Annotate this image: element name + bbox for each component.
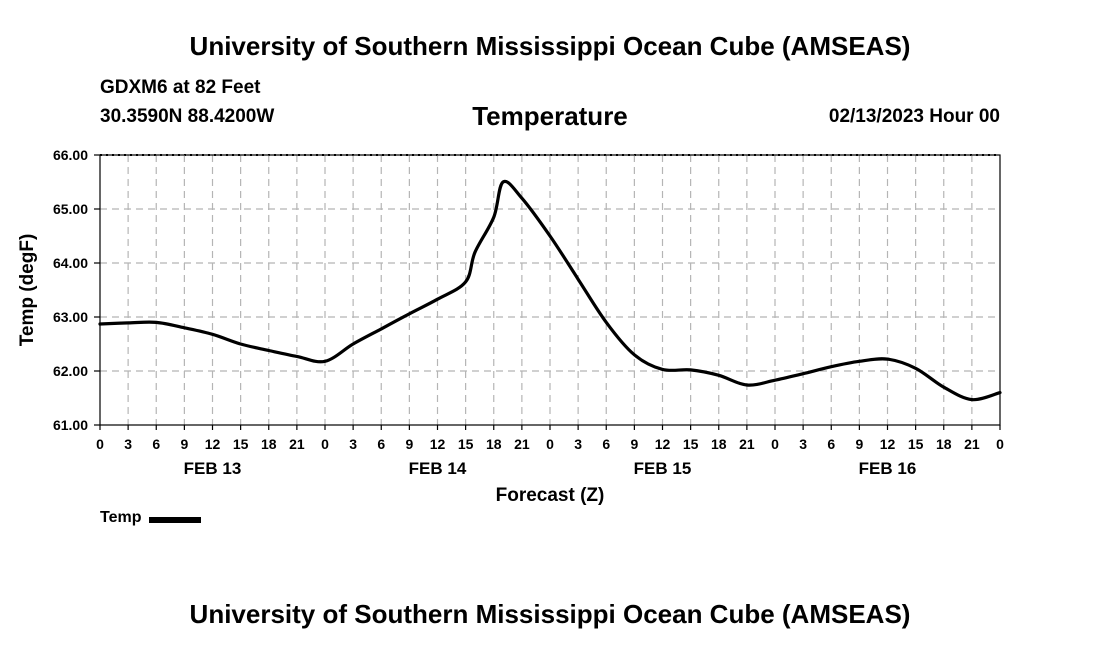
x-tick-label: 9 xyxy=(855,436,863,452)
x-tick-label: 6 xyxy=(827,436,835,452)
chart-top-title: University of Southern Mississippi Ocean… xyxy=(189,31,911,61)
x-tick-label: 21 xyxy=(739,436,755,452)
y-tick-label: 61.00 xyxy=(53,417,88,433)
temp-series-line xyxy=(98,179,1002,402)
x-tick-label: 12 xyxy=(430,436,446,452)
y-tick-label: 65.00 xyxy=(53,201,88,217)
x-tick-label: 0 xyxy=(546,436,554,452)
legend-label: Temp xyxy=(100,509,142,526)
x-tick-label: 21 xyxy=(964,436,980,452)
x-tick-label: 9 xyxy=(180,436,188,452)
x-tick-label: 0 xyxy=(771,436,779,452)
x-tick-label: 3 xyxy=(799,436,807,452)
y-tick-label: 66.00 xyxy=(53,147,88,163)
x-tick-label: 15 xyxy=(683,436,699,452)
variable-title: Temperature xyxy=(472,101,628,131)
y-tick-label: 62.00 xyxy=(53,363,88,379)
x-tick-label: 0 xyxy=(96,436,104,452)
x-tick-label: 18 xyxy=(711,436,727,452)
day-label: FEB 14 xyxy=(409,459,467,478)
x-tick-label: 15 xyxy=(908,436,924,452)
x-tick-label: 18 xyxy=(261,436,277,452)
x-tick-label: 21 xyxy=(514,436,530,452)
x-tick-label: 6 xyxy=(377,436,385,452)
coordinates-label: 30.3590N 88.4200W xyxy=(100,106,275,127)
x-tick-label: 0 xyxy=(996,436,1004,452)
x-tick-label: 18 xyxy=(486,436,502,452)
datetime-label: 02/13/2023 Hour 00 xyxy=(828,106,1000,127)
day-label: FEB 15 xyxy=(634,459,692,478)
axis-ticks xyxy=(94,154,1001,430)
x-tick-label: 6 xyxy=(602,436,610,452)
legend-swatch xyxy=(149,516,202,523)
x-tick-label: 3 xyxy=(124,436,132,452)
x-tick-label: 9 xyxy=(630,436,638,452)
x-tick-label: 18 xyxy=(936,436,952,452)
x-tick-label: 6 xyxy=(152,436,160,452)
y-axis-title: Temp (degF) xyxy=(17,234,38,347)
x-tick-label: 21 xyxy=(289,436,305,452)
station-label: GDXM6 at 82 Feet xyxy=(100,77,261,98)
day-label: FEB 13 xyxy=(184,459,242,478)
y-tick-label: 63.00 xyxy=(53,309,88,325)
x-tick-label: 12 xyxy=(880,436,896,452)
x-axis-title: Forecast (Z) xyxy=(496,485,605,506)
x-tick-label: 12 xyxy=(655,436,671,452)
y-tick-label: 64.00 xyxy=(53,255,88,271)
x-tick-label: 12 xyxy=(205,436,221,452)
chart-bottom-title: University of Southern Mississippi Ocean… xyxy=(189,599,911,629)
day-label: FEB 16 xyxy=(859,459,917,478)
legend: Temp xyxy=(100,509,202,527)
axis-labels: 61.00 62.00 63.00 64.00 65.00 66.00 0 3 6 9 12 15 18… xyxy=(53,147,1004,478)
x-tick-label: 0 xyxy=(321,436,329,452)
grid-lines xyxy=(100,154,1000,425)
x-tick-label: 3 xyxy=(349,436,357,452)
x-tick-label: 3 xyxy=(574,436,582,452)
x-tick-label: 9 xyxy=(405,436,413,452)
x-tick-label: 15 xyxy=(458,436,474,452)
x-tick-label: 15 xyxy=(233,436,249,452)
